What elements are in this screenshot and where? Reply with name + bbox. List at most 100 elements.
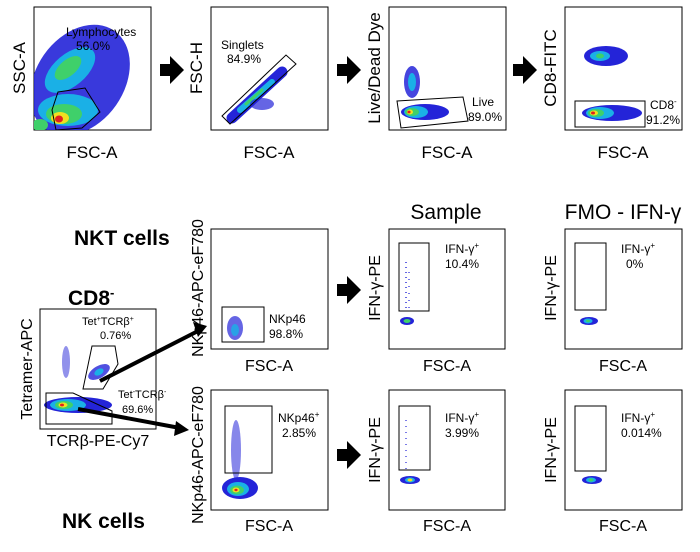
gate-label: IFN-γ+: [621, 410, 655, 425]
plot-frame: [564, 389, 683, 511]
y-axis-label: NKp46-APC-eF780: [190, 219, 207, 357]
singlet-gate: [221, 54, 297, 125]
tet-neg-tcrb-neg-gate: [45, 392, 113, 425]
density-plot: [44, 346, 112, 413]
gate-value: 10.4%: [445, 257, 479, 271]
density-plot: [401, 66, 449, 120]
x-axis-label: FSC-A: [245, 358, 293, 375]
panel-nk-ifng-sample: IFN-γ+ 3.99% FSC-A IFN-γ-PE: [367, 389, 506, 535]
connector-to-nkt: [99, 328, 201, 383]
gate-value: 91.2%: [646, 113, 680, 127]
fmo-header: FMO - IFN-γ: [565, 201, 682, 224]
ifng-positive-gate: [398, 242, 430, 312]
arrow-head-icon: [193, 322, 207, 337]
plot-frame: [210, 6, 329, 131]
sample-header: Sample: [410, 201, 481, 224]
gate-label: Live: [472, 95, 494, 109]
panel-nkt-ifng-fmo: IFN-γ+ 0% FSC-A IFN-γ-PE: [543, 228, 683, 375]
gate-label: IFN-γ+: [445, 410, 479, 425]
y-axis-label: SSC-A: [10, 41, 29, 94]
arrow-right-icon: [513, 56, 537, 84]
gate1-label: Tet+TCRβ+: [82, 316, 134, 328]
x-axis-label: FSC-A: [598, 143, 650, 162]
gate2-value: 69.6%: [122, 404, 153, 416]
arrow-right-icon: [337, 56, 361, 84]
gate-value: 98.8%: [269, 327, 303, 341]
cd8-negative-title: CD8-: [68, 285, 114, 310]
arrow-right-icon: [160, 56, 184, 84]
plot-frame: [564, 228, 683, 350]
lymphocyte-gate: [51, 87, 101, 131]
density-plot: [226, 66, 288, 124]
y-axis-label: NKp46-APC-eF780: [190, 386, 207, 524]
density-plot: [400, 262, 414, 325]
panel-nk-ifng-fmo: IFN-γ+ 0.014% FSC-A IFN-γ-PE: [543, 389, 683, 535]
gate-value: 2.85%: [282, 426, 316, 440]
y-axis-label: Tetramer-APC: [19, 318, 36, 419]
x-axis-label: TCRβ-PE-Cy7: [47, 433, 150, 450]
ifng-positive-gate: [574, 242, 607, 311]
density-plot: [34, 24, 130, 130]
x-axis-label: FSC-A: [67, 143, 119, 162]
gate-label: IFN-γ+: [445, 241, 479, 256]
y-axis-label: IFN-γ-PE: [543, 417, 560, 483]
x-axis-label: FSC-A: [422, 143, 474, 162]
panel-nkt-nkp46: NKp46 98.8% FSC-A NKp46-APC-eF780: [190, 219, 329, 375]
cd8-negative-gate: [574, 100, 646, 128]
gate-label: NKp46+: [278, 410, 320, 425]
panel-lymphocytes: Lymphocytes 56.0% FSC-A SSC-A: [10, 6, 152, 162]
plot-frame: [388, 228, 506, 350]
ifng-positive-gate: [398, 405, 431, 471]
y-axis-label: Live/Dead Dye: [365, 12, 384, 124]
y-axis-label: IFN-γ-PE: [367, 255, 384, 321]
x-axis-label: FSC-A: [599, 358, 647, 375]
gate2-label: Tet-TCRβ-: [118, 389, 167, 401]
arrow-right-icon: [337, 276, 361, 304]
x-axis-label: FSC-A: [244, 143, 296, 162]
y-axis-label: CD8-FITC: [541, 29, 560, 106]
density-plot: [222, 420, 258, 499]
arrow-head-icon: [174, 421, 189, 436]
x-axis-label: FSC-A: [423, 358, 471, 375]
gate-value: 0%: [626, 257, 644, 271]
panel-nkt-ifng-sample: IFN-γ+ 10.4% FSC-A IFN-γ-PE: [367, 228, 506, 375]
tet-pos-tcrb-pos-gate: [82, 345, 119, 390]
gate1-value: 0.76%: [100, 330, 131, 342]
nkp46-gate: [221, 306, 265, 343]
x-axis-label: FSC-A: [245, 518, 293, 535]
y-axis-label: IFN-γ-PE: [367, 417, 384, 483]
panel-tetramer-tcrb: Tet+TCRβ+ 0.76% Tet-TCRβ- 69.6% TCRβ-PE-…: [19, 308, 167, 450]
gate-label: CD8-: [650, 97, 677, 112]
plot-frame: [388, 389, 506, 511]
y-axis-label: FSC-H: [187, 42, 206, 94]
live-gate: [396, 96, 469, 129]
nk-cells-title: NK cells: [62, 510, 145, 533]
density-plot: [227, 316, 243, 340]
gate-label: Singlets: [221, 38, 264, 52]
gate-label: Lymphocytes: [66, 25, 136, 39]
panel-singlets: Singlets 84.9% FSC-A FSC-H: [187, 6, 329, 162]
gate-value: 89.0%: [468, 110, 502, 124]
y-axis-label: IFN-γ-PE: [543, 255, 560, 321]
panel-nk-nkp46: NKp46+ 2.85% FSC-A NKp46-APC-eF780: [190, 386, 329, 535]
x-axis-label: FSC-A: [423, 518, 471, 535]
density-plot: [400, 420, 420, 484]
connector-to-nk: [77, 407, 181, 430]
density-plot: [582, 46, 642, 121]
density-plot: [580, 317, 598, 325]
gate-label: IFN-γ+: [621, 241, 655, 256]
panel-cd8-negative: CD8- 91.2% FSC-A CD8-FITC: [541, 6, 683, 162]
panel-live: Live 89.0% FSC-A Live/Dead Dye: [365, 6, 507, 162]
ifng-positive-gate: [574, 405, 607, 472]
gate-value: 84.9%: [227, 52, 261, 66]
x-axis-label: FSC-A: [599, 518, 647, 535]
gate-value: 0.014%: [621, 426, 662, 440]
gate-value: 3.99%: [445, 426, 479, 440]
nkp46-positive-gate: [224, 405, 273, 474]
gate-label: NKp46: [269, 312, 306, 326]
density-plot: [582, 476, 602, 484]
nkt-cells-title: NKT cells: [74, 227, 170, 250]
gate-value: 56.0%: [76, 39, 110, 53]
arrow-right-icon: [337, 441, 361, 469]
